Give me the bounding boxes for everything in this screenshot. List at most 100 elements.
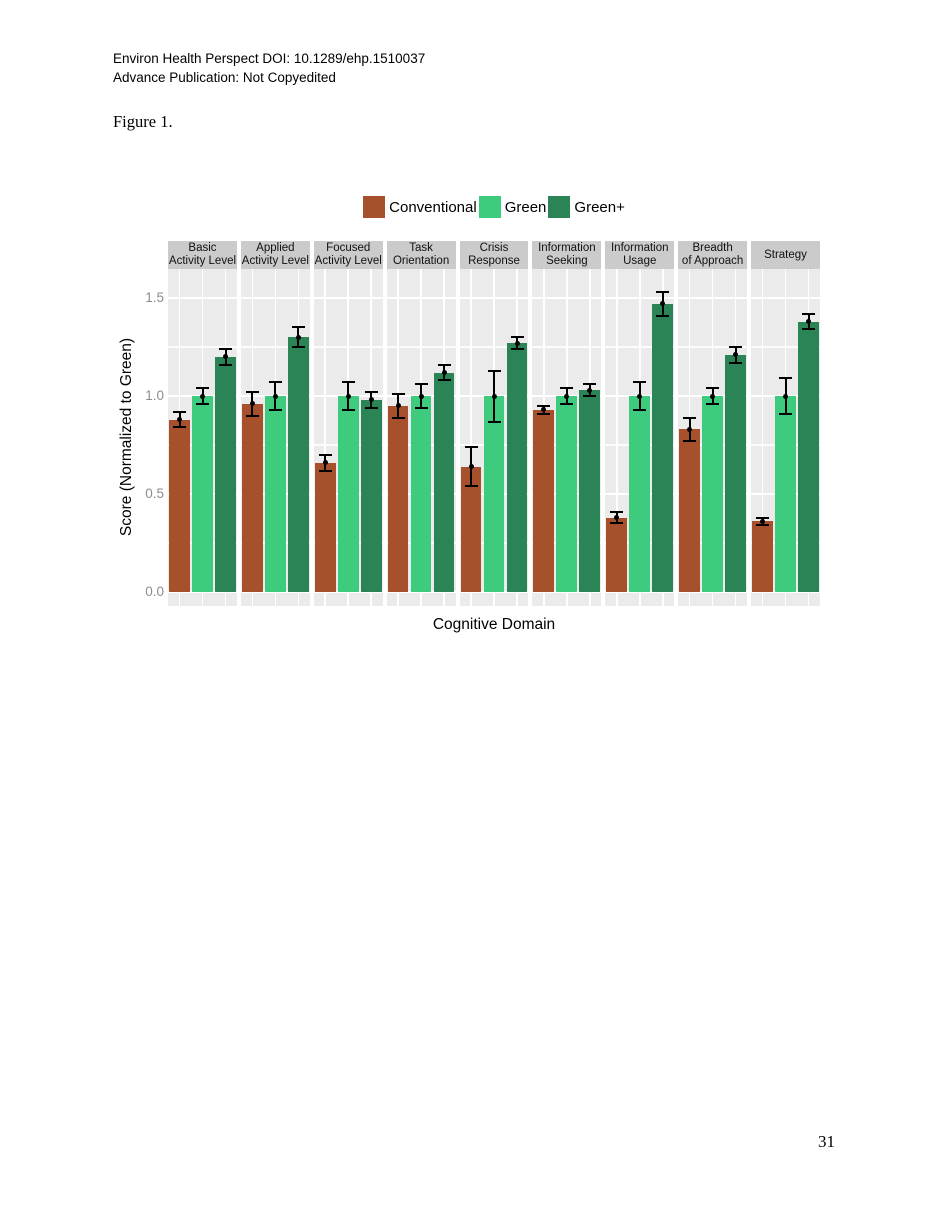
error-bar-mean-dot [272, 393, 278, 399]
facet-panel [751, 269, 820, 606]
error-bar-cap-bottom [414, 406, 428, 409]
y-tick-label: 1.0 [145, 388, 164, 403]
y-tick-label: 1.5 [145, 290, 164, 305]
facet-strip-label: Applied [256, 242, 295, 254]
grid-line-major [386, 297, 456, 299]
facet-panel [678, 269, 748, 606]
error-bar-cap-top [610, 510, 624, 513]
error-bar-cap-top [318, 453, 332, 456]
grid-line-minor [168, 346, 237, 348]
error-bar-mean-dot [614, 515, 620, 520]
legend-label: Conventional [389, 198, 477, 216]
facet-strip: Focused Activity Level [313, 241, 383, 269]
error-bar-mean-dot [710, 393, 716, 399]
bar-green [337, 396, 359, 592]
grid-line-vertical [470, 269, 472, 606]
facet-strip-label: Response [468, 255, 520, 267]
error-bar-mean-dot [760, 518, 766, 524]
error-bar-mean-dot [368, 397, 374, 403]
error-bar-cap-bottom [196, 402, 209, 405]
bar-greenplus [579, 390, 601, 592]
grid-line-minor [605, 346, 675, 348]
error-bar-mean-dot [660, 301, 666, 307]
error-bar-cap-bottom [683, 440, 697, 443]
grid-line-major [751, 297, 820, 299]
error-bar-cap-bottom [268, 408, 282, 411]
facet-strip-label: Seeking [546, 255, 588, 267]
error-bar-cap-bottom [633, 408, 647, 411]
error-bar-cap-top [364, 391, 378, 394]
facet-panel [605, 269, 675, 606]
facet-panel [168, 269, 237, 606]
bar-greenplus [215, 356, 236, 592]
error-bar-cap-top [583, 383, 597, 386]
facet-panel [313, 269, 383, 606]
grid-line-major [605, 591, 675, 593]
bar-green [410, 396, 432, 592]
bar-green [775, 396, 796, 592]
error-bar-cap-bottom [318, 469, 332, 472]
error-bar-cap-top [756, 516, 770, 519]
error-bar-cap-top [414, 383, 428, 386]
error-bar-cap-bottom [219, 363, 232, 366]
grid-line-minor [459, 346, 529, 348]
grid-line-major [532, 297, 602, 299]
facet-panel [459, 269, 529, 606]
grid-line-major [459, 297, 529, 299]
facet-strip-label: of Approach [681, 255, 744, 267]
error-bar-cap-top [464, 446, 478, 448]
error-bar-cap-top [173, 410, 186, 413]
error-bar-cap-top [245, 391, 259, 394]
legend-item-1: Conventional [363, 196, 477, 218]
facet-strip-label: Breadth [692, 242, 733, 254]
bar-green [192, 396, 213, 592]
error-bar-mean-dot [249, 401, 255, 407]
y-tick-label: 0.5 [145, 486, 164, 501]
facet-panel [240, 269, 310, 606]
error-bar-cap-bottom [656, 314, 670, 317]
grid-line-major [240, 591, 310, 593]
header-doi-line: Environ Health Perspect DOI: 10.1289/ehp… [113, 51, 426, 66]
error-bar-cap-bottom [537, 412, 551, 415]
error-bar-cap-top [779, 377, 793, 380]
grid-line-major [168, 591, 237, 593]
error-bar-cap-bottom [610, 522, 624, 525]
error-bar-cap-bottom [437, 379, 451, 382]
error-bar-mean-dot [564, 393, 570, 399]
error-bar-cap-bottom [291, 346, 305, 348]
error-bar-cap-bottom [802, 328, 816, 331]
facet-strip: Crisis Response [459, 241, 529, 269]
grid-line-major [678, 297, 748, 299]
facet-strip-label: Usage [623, 255, 657, 267]
legend-label: Green+ [574, 198, 625, 216]
facet-strip-label: Crisis [479, 242, 509, 254]
y-axis-title: Score (Normalized to Green) [118, 337, 135, 537]
grid-line-major [313, 591, 383, 593]
grid-line-major [386, 591, 456, 593]
error-bar-mean-dot [687, 426, 693, 432]
error-bar-cap-bottom [729, 361, 743, 364]
error-bar-cap-top [683, 416, 697, 419]
header-status-line: Advance Publication: Not Copyedited [113, 69, 336, 85]
facet-panel [532, 269, 602, 606]
error-bar-cap-bottom [510, 348, 524, 350]
y-tick-label: 0.0 [145, 584, 164, 599]
error-bar-cap-top [437, 363, 451, 366]
error-bar-mean-dot [587, 387, 593, 393]
chart-legend: Conventional Green Green+ [168, 195, 820, 219]
bar-conventional [169, 419, 190, 592]
error-bar-mean-dot [200, 393, 205, 399]
bar-conventional [606, 517, 628, 592]
grid-line-major [313, 297, 383, 299]
document-header: Environ Health Perspect DOI: 10.1289/ehp… [113, 50, 425, 87]
error-bar-cap-bottom [779, 412, 793, 415]
bar-green [702, 396, 723, 592]
error-bar-cap-bottom [583, 395, 597, 397]
grid-line-major [678, 591, 748, 593]
bar-conventional [533, 409, 555, 592]
facet-strip: Strategy [751, 241, 820, 269]
legend-item-2: Green [478, 196, 546, 218]
grid-line-major [605, 297, 675, 299]
bar-green [629, 396, 651, 592]
